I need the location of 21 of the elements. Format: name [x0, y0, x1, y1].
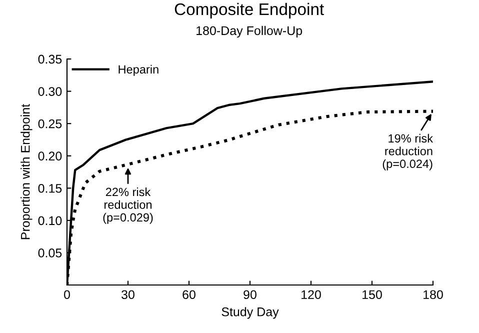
y-tick-label: 0.15	[38, 184, 62, 193]
x-tick-label: 30	[122, 290, 134, 300]
x-tick-label: 60	[182, 290, 196, 300]
annotation: 19% risk reduction (p=0.024)	[382, 134, 434, 170]
x-tick-label: 150	[362, 290, 382, 300]
x-tick-label: 180	[424, 290, 443, 300]
x-tick-label: 0	[64, 290, 70, 300]
chart-subtitle: 180-Day Follow-Up	[196, 26, 302, 38]
y-axis-title: Proportion with Endpoint	[20, 104, 32, 240]
x-tick-label: 120	[302, 290, 321, 300]
y-tick-label: 0.10	[38, 216, 62, 226]
legend-label: Heparin	[118, 64, 158, 76]
annotation: 22% risk reduction (p=0.029)	[103, 187, 153, 224]
y-tick-label: 0.30	[38, 87, 62, 96]
y-tick-label: 0.20	[38, 152, 62, 161]
x-axis-title: Study Day	[222, 307, 279, 319]
chart-title: Composite Endpoint	[174, 2, 324, 18]
y-tick-label: 0.25	[38, 119, 62, 128]
y-tick-label: 0.35	[38, 54, 62, 64]
x-tick-label: 90	[244, 290, 256, 300]
y-tick-label: 0.05	[38, 248, 62, 258]
